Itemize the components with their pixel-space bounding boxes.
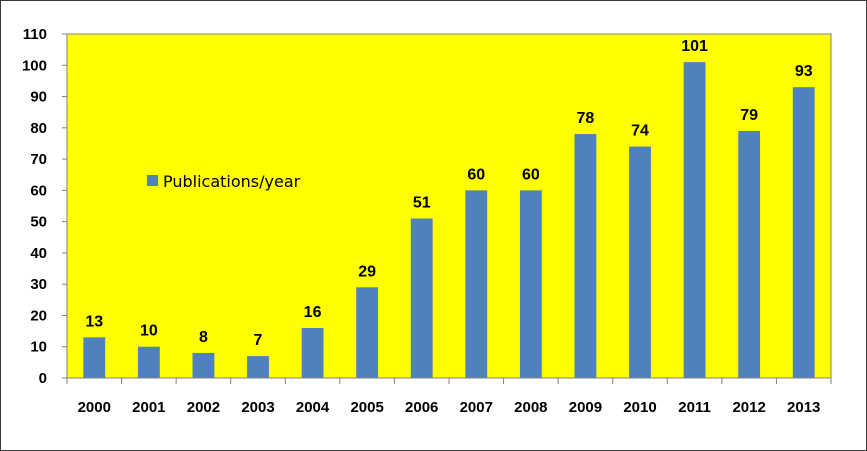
data-label: 74 [631,123,649,140]
x-tick-label: 2005 [350,399,383,416]
bar [137,346,160,378]
bar [629,146,651,378]
bar [574,134,597,378]
y-tick-label: 10 [30,339,47,356]
y-tick-label: 0 [39,370,47,387]
bar [301,327,324,378]
data-label: 7 [254,332,263,349]
y-tick-label: 110 [23,26,47,43]
y-axis-tick-marks [62,33,67,379]
x-tick-label: 2010 [623,399,656,416]
bar [738,130,761,378]
data-labels: 13 10 8 7 16 29 51 60 60 78 74 101 79 93 [85,38,812,349]
y-tick-label: 40 [30,245,47,262]
x-tick-label: 2009 [569,399,602,416]
bar [356,287,379,378]
x-tick-label: 2000 [78,399,111,416]
x-tick-label: 2003 [241,399,274,416]
data-label: 10 [140,323,158,340]
x-tick-label: 2007 [460,399,493,416]
x-tick-label: 2008 [514,399,547,416]
x-axis-tick-labels: 2000 2001 2002 2003 2004 2005 2006 2007 2008 2009… [78,399,821,416]
data-label: 101 [681,38,708,55]
x-axis-tick-marks [66,378,832,384]
data-label: 29 [358,263,376,280]
data-label: 60 [467,166,485,183]
y-tick-label: 100 [22,57,47,74]
bar [465,190,488,378]
y-tick-label: 90 [30,89,47,106]
x-tick-label: 2001 [132,399,165,416]
x-tick-label: 2004 [296,399,330,416]
bar [792,87,815,378]
x-tick-label: 2006 [405,399,438,416]
x-tick-label: 2002 [187,399,220,416]
bar [410,218,433,378]
legend-swatch [147,175,158,186]
y-tick-label: 80 [30,120,47,137]
y-tick-label: 30 [30,276,47,293]
legend-label: Publications/year [163,172,301,191]
bar [83,337,106,378]
y-tick-label: 20 [30,307,47,324]
y-axis-tick-labels: 0 10 20 30 40 50 60 70 80 90 100 110 [22,26,47,387]
data-label: 79 [740,107,758,124]
data-label: 8 [199,329,208,346]
bar [683,62,706,379]
y-tick-label: 50 [30,214,47,231]
x-tick-label: 2011 [678,399,711,416]
data-label: 78 [577,110,595,127]
y-tick-label: 70 [30,151,47,168]
data-label: 13 [85,313,103,330]
x-tick-label: 2013 [787,399,820,416]
data-label: 16 [304,304,322,321]
data-label: 93 [795,63,813,80]
data-label: 60 [522,166,540,183]
bars [83,62,815,379]
data-label: 51 [413,195,431,212]
bar [192,352,215,378]
x-tick-label: 2012 [732,399,765,416]
legend: Publications/year [147,172,301,191]
bar [519,190,542,378]
y-tick-label: 60 [30,182,47,199]
plot-area [66,33,832,379]
bar [247,356,269,378]
